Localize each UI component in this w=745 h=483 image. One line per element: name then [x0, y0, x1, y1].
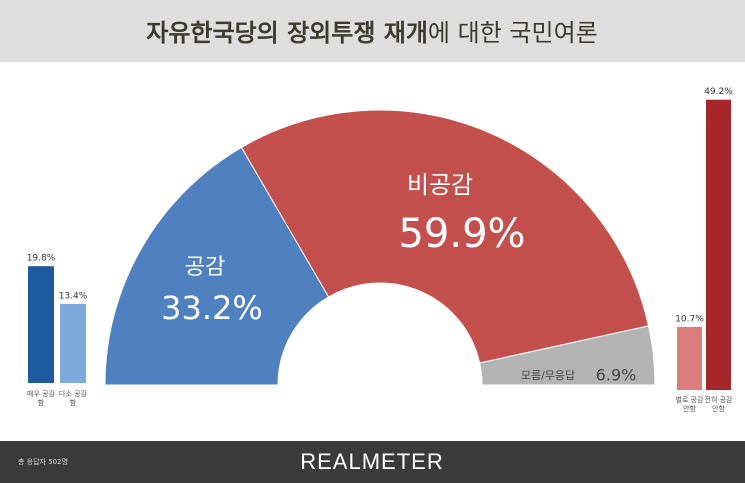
bar-value: 19.8%	[27, 254, 56, 264]
pie-slice	[104, 146, 330, 386]
footer-band	[0, 441, 745, 483]
title-bold: 자유한국당의 장외투쟁 재개	[146, 19, 428, 47]
slice-label: 공감	[185, 255, 225, 280]
bar-value: 49.2%	[704, 87, 733, 97]
bar-value: 10.7%	[675, 314, 704, 324]
bar-category: 매우 공감함	[27, 390, 55, 407]
pie-slice	[240, 109, 650, 364]
title-band	[0, 0, 745, 62]
slice-label: 모름/무응답	[521, 369, 575, 382]
slice-value: 6.9%	[596, 366, 637, 385]
bar-category: 별로 공감 안함	[675, 396, 704, 413]
bar	[706, 99, 731, 390]
pie-slice	[479, 325, 656, 386]
footer-note: 총 응답자 502명	[18, 457, 68, 466]
bar-value: 13.4%	[59, 291, 88, 301]
bar	[677, 326, 702, 390]
title-rest: 에 대한 국민여론	[428, 19, 598, 47]
bar	[28, 266, 54, 383]
title: 자유한국당의 장외투쟁 재개에 대한 국민여론	[146, 19, 598, 47]
slice-value: 59.9%	[398, 211, 525, 257]
bar-category: 전혀 공감 안함	[704, 396, 733, 413]
brand: REALMETER	[300, 449, 443, 474]
bar	[60, 303, 86, 383]
bar-category: 다소 공감함	[59, 390, 87, 407]
slice-value: 33.2%	[161, 289, 263, 327]
slice-label: 비공감	[407, 171, 473, 199]
